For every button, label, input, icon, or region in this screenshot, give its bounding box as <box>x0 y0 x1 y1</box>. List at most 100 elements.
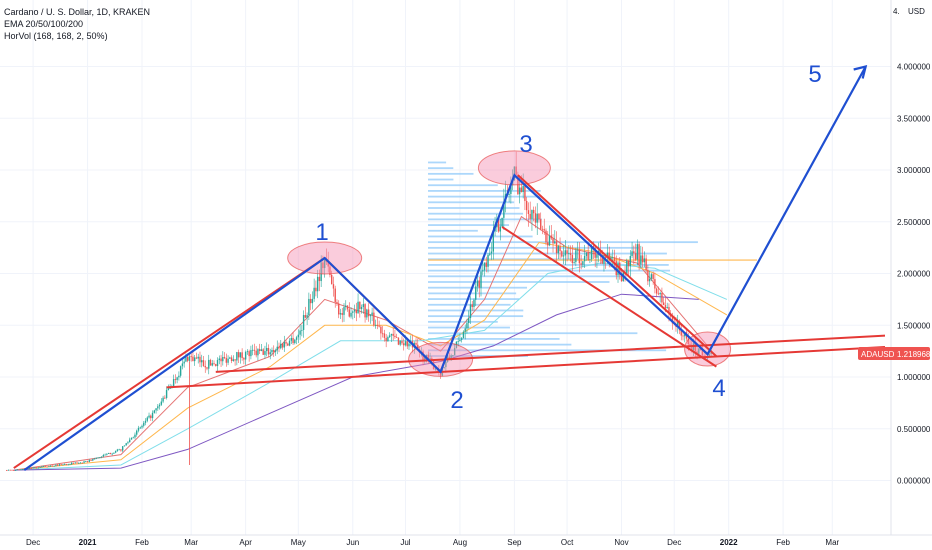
candle <box>172 374 175 388</box>
ema-indicator-label[interactable]: EMA 20/50/100/200 <box>4 19 84 29</box>
candle <box>267 344 270 358</box>
symbol-title[interactable]: Cardano / U. S. Dollar, 1D, KRAKEN <box>4 7 151 17</box>
candle <box>483 262 486 277</box>
candle <box>387 335 389 342</box>
candle <box>34 467 36 469</box>
candle <box>192 351 194 362</box>
candle <box>118 448 120 451</box>
candle <box>229 356 231 360</box>
candle <box>587 241 589 262</box>
candle <box>125 442 127 446</box>
candle <box>294 338 296 345</box>
volume-profile-bar <box>428 281 610 283</box>
price-tick-label: 1.500000 <box>897 321 931 330</box>
time-tick-label: Jul <box>400 538 410 547</box>
candle <box>114 450 117 454</box>
candle <box>636 239 639 266</box>
candle <box>141 424 143 430</box>
candle <box>71 461 73 465</box>
candle <box>315 280 317 297</box>
candle <box>283 335 285 352</box>
candle <box>541 225 544 235</box>
candle <box>318 269 321 292</box>
candle <box>127 441 129 445</box>
price-tick-label: 0.000000 <box>897 477 931 486</box>
candle <box>76 461 78 464</box>
wave-label-2: 2 <box>450 387 463 414</box>
candle <box>634 243 637 262</box>
wave-lines <box>23 64 868 471</box>
candle <box>136 429 138 437</box>
candle <box>21 468 24 470</box>
candle <box>640 245 642 269</box>
candle <box>216 357 219 371</box>
candle <box>248 349 250 362</box>
candle <box>571 245 574 272</box>
candle <box>525 196 528 220</box>
candle <box>65 463 68 466</box>
candle <box>369 313 372 324</box>
candle <box>287 342 289 346</box>
candle <box>271 347 273 356</box>
candle <box>515 151 517 178</box>
candle <box>250 345 252 360</box>
candle <box>123 445 126 447</box>
volume-profile-bar <box>428 264 669 266</box>
candle <box>72 462 75 464</box>
time-axis: Dec 2021 Feb Mar Apr May Jun Jul Aug Sep Oct Nov Dec… <box>26 538 840 547</box>
candle <box>155 407 157 414</box>
candle <box>39 466 41 468</box>
candle <box>355 302 357 322</box>
candle <box>62 464 64 466</box>
candle <box>534 206 537 229</box>
wave-5-arrowhead <box>853 64 868 79</box>
candle <box>241 348 243 361</box>
horvol-indicator-label[interactable]: HorVol (168, 168, 2, 50%) <box>4 31 108 41</box>
volume-profile-bar <box>428 241 698 244</box>
candle <box>176 376 178 384</box>
time-tick-label: Dec <box>667 538 681 547</box>
candle <box>150 414 152 421</box>
candle <box>603 252 605 272</box>
candle <box>95 457 98 460</box>
candle <box>538 213 540 223</box>
candle <box>452 355 454 357</box>
volume-profile-bar <box>428 320 498 323</box>
candle <box>306 312 308 325</box>
currency-label: USD <box>908 7 925 16</box>
candle <box>562 244 565 264</box>
candle <box>204 360 206 373</box>
candle <box>258 343 261 354</box>
candle <box>64 463 66 465</box>
candle <box>44 466 47 468</box>
candle <box>41 465 43 468</box>
candle <box>482 262 484 276</box>
volume-profile-bar <box>428 355 529 357</box>
volume-profile-bar <box>428 184 498 187</box>
candle <box>181 357 184 370</box>
price-tag-ticker: ADAUSD <box>861 350 895 359</box>
volume-profile-bar <box>428 195 541 198</box>
time-tick-label: Feb <box>135 538 149 547</box>
volume-profile-bar <box>428 292 517 295</box>
candle <box>466 318 468 334</box>
candle <box>209 358 212 366</box>
candle <box>11 469 13 471</box>
candle <box>85 461 87 463</box>
candle <box>381 325 384 338</box>
wave-label-5: 5 <box>808 61 821 88</box>
volume-profile-bar <box>428 190 541 192</box>
candle <box>578 242 581 273</box>
candle <box>92 458 94 462</box>
candle <box>81 462 83 464</box>
candle <box>227 355 229 366</box>
candle <box>655 287 658 298</box>
candle <box>522 173 524 199</box>
candle <box>144 418 147 426</box>
candle <box>295 335 298 345</box>
candle <box>638 241 640 271</box>
trend-line <box>13 257 326 469</box>
candle <box>533 206 535 222</box>
candle <box>490 242 493 261</box>
